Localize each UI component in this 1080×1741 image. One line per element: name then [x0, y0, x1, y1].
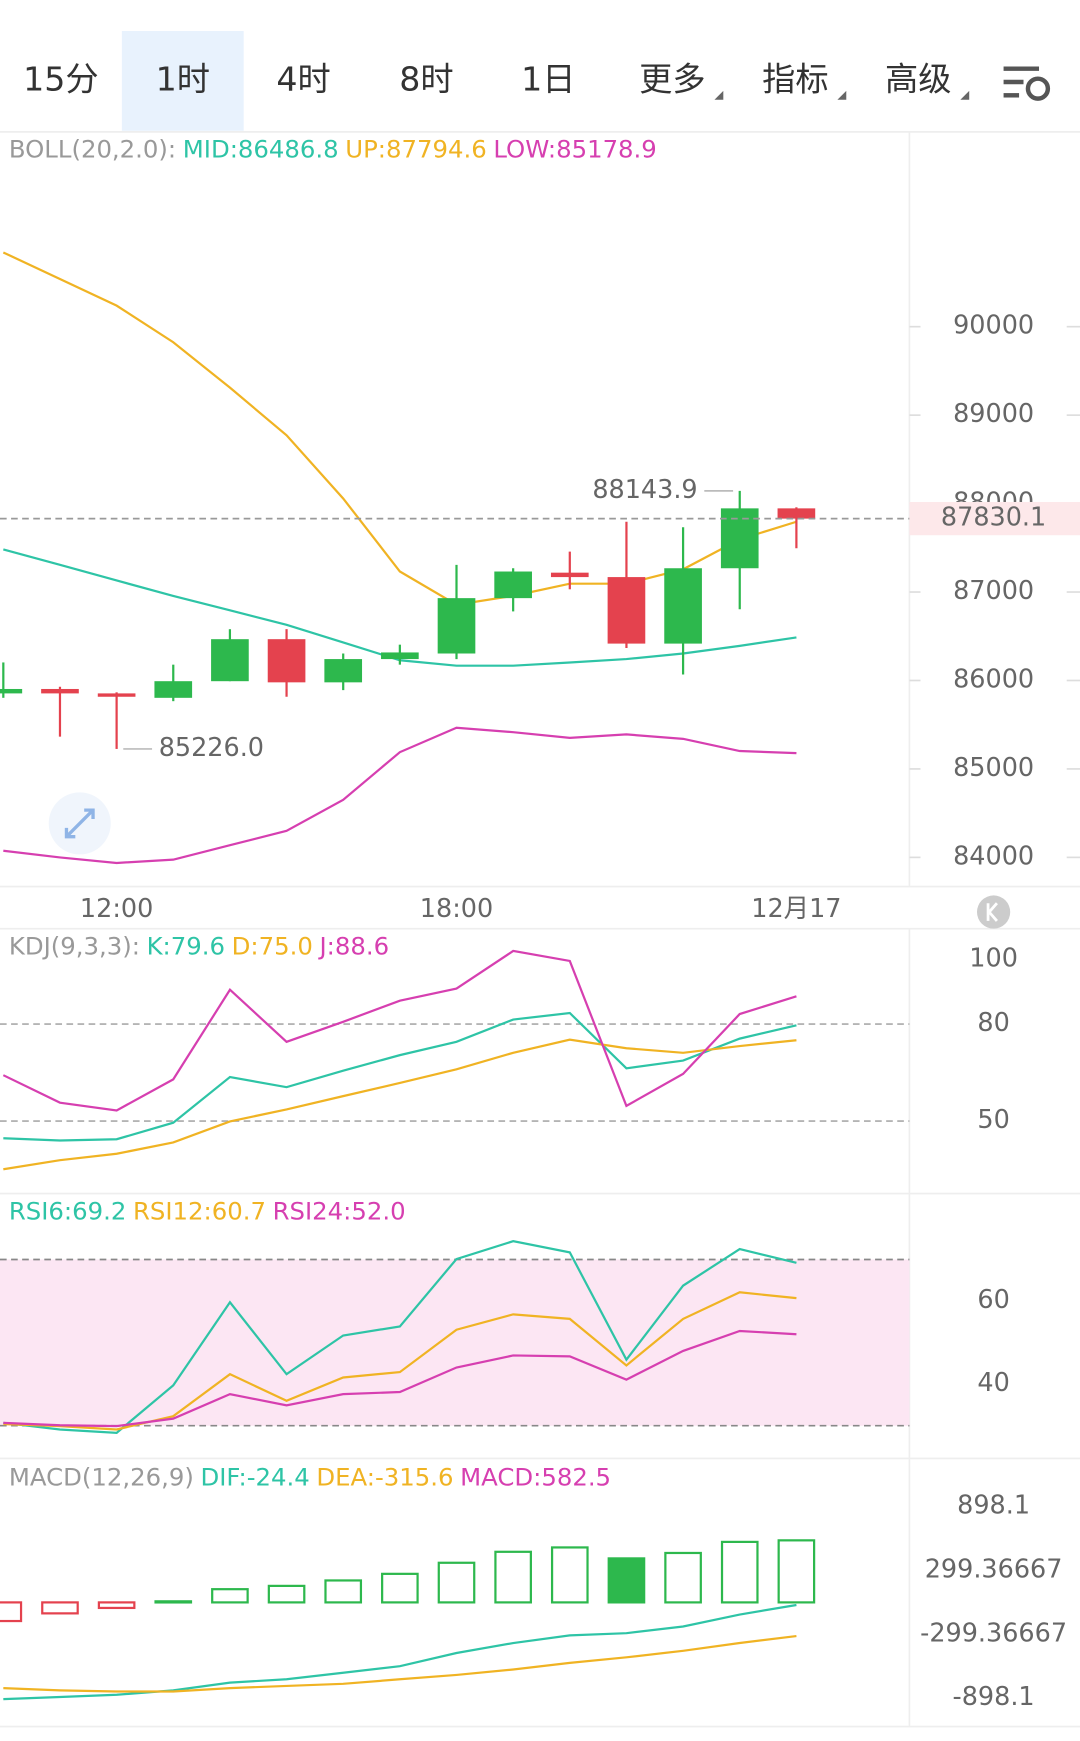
macd-bar: [607, 1557, 646, 1604]
active-tab-bg: [121, 31, 244, 131]
legend: MACD(12,26,9) DIF:-24.4 DEA:-315.6 MACD:582…: [9, 1462, 611, 1491]
rsi-band: [0, 1259, 910, 1426]
y-tick-label: 40: [977, 1368, 1009, 1398]
candle-body: [437, 598, 476, 654]
dropdown-mark: [837, 90, 847, 100]
candle-body: [607, 577, 646, 644]
macd-bar: [211, 1588, 249, 1604]
macd-bar: [720, 1540, 759, 1604]
macd-bar: [0, 1601, 23, 1623]
legend-item: MID:86486.8: [183, 135, 339, 164]
indicator-line: [3, 1291, 797, 1431]
indicator-line: [3, 1240, 797, 1434]
legend-item: RSI6:69.2: [9, 1196, 126, 1225]
legend-item: MACD:582.5: [460, 1462, 611, 1491]
candle-body: [324, 659, 363, 683]
legend-item: RSI12:60.7: [133, 1196, 266, 1225]
tab[interactable]: 1日: [521, 59, 575, 98]
legend: BOLL(20,2.0): MID:86486.8 UP:87794.6 LOW:85…: [9, 135, 657, 164]
macd-bar: [381, 1572, 419, 1604]
indicator-line: [3, 1011, 797, 1142]
x-tick-label: 18:00: [420, 894, 493, 924]
y-tick-label: -898.1: [953, 1682, 1035, 1712]
indicator-line: [3, 1038, 797, 1171]
y-tick-label: 100: [969, 943, 1018, 973]
candle-body: [550, 572, 589, 578]
candle-body: [777, 508, 816, 519]
last-price-label: 87830.1: [941, 503, 1046, 533]
y-tick-label: 299.36667: [925, 1555, 1063, 1585]
dropdown-mark: [714, 90, 724, 100]
legend-title: KDJ(9,3,3):: [9, 932, 140, 961]
y-tick-label: 60: [977, 1285, 1009, 1315]
macd-bar: [324, 1579, 363, 1604]
last-price-tag: [909, 501, 1080, 536]
legend-title: BOLL(20,2.0):: [9, 135, 176, 164]
y-tick-label: 90000: [953, 311, 1034, 341]
y-tick-label: 86000: [953, 664, 1034, 694]
y-tick-label: 85000: [953, 753, 1034, 783]
tab[interactable]: 指标: [762, 59, 828, 98]
tab[interactable]: 15分: [23, 59, 98, 98]
expand-icon[interactable]: [48, 792, 111, 855]
candle-body: [154, 681, 193, 698]
indicator-line: [3, 726, 797, 865]
low-label: 85226.0: [159, 733, 264, 763]
dropdown-mark: [960, 90, 970, 100]
y-tick-label: 80: [977, 1008, 1009, 1038]
y-tick-label: -299.36667: [920, 1618, 1067, 1648]
legend-item: RSI24:52.0: [273, 1196, 406, 1225]
candle-body: [211, 639, 249, 682]
macd-bar: [97, 1601, 136, 1610]
indicator-line: [3, 1603, 797, 1701]
legend-item: K:79.6: [147, 932, 225, 961]
y-tick-label: 89000: [953, 399, 1034, 429]
x-tick-label: 12:00: [80, 894, 153, 924]
macd-bar: [154, 1600, 193, 1604]
candle-body: [720, 508, 759, 569]
indicator-line: [2, 251, 797, 606]
candle-body: [0, 688, 23, 694]
macd-bar: [664, 1551, 702, 1604]
macd-bar: [267, 1584, 306, 1604]
y-tick-label: 87000: [953, 576, 1034, 606]
x-tick-label: 12月17: [751, 894, 841, 924]
tab[interactable]: 4时: [276, 59, 330, 98]
legend: KDJ(9,3,3): K:79.6 D:75.0 J:88.6: [9, 932, 389, 961]
candle-body: [381, 652, 419, 660]
indicator-line: [3, 1634, 797, 1693]
legend-item: UP:87794.6: [345, 135, 486, 164]
candle-body: [41, 688, 79, 694]
tab[interactable]: 8时: [399, 59, 453, 98]
legend-item: J:88.6: [317, 932, 389, 961]
tab[interactable]: 更多: [639, 59, 705, 98]
indicator-line: [3, 1329, 797, 1428]
legend: RSI6:69.2 RSI12:60.7 RSI24:52.0: [9, 1196, 406, 1225]
legend-item: DEA:-315.6: [316, 1462, 453, 1491]
indicator-line: [2, 949, 797, 1112]
macd-bar: [550, 1546, 589, 1604]
candle-body: [494, 571, 532, 599]
candle-body: [267, 639, 306, 683]
settings-icon[interactable]: [1003, 66, 1051, 101]
y-tick-label: 50: [977, 1105, 1009, 1135]
legend-item: D:75.0: [232, 932, 313, 961]
y-tick-label: 898.1: [957, 1491, 1030, 1521]
legend-item: LOW:85178.9: [493, 135, 656, 164]
y-tick-label: 84000: [953, 841, 1034, 871]
reset-icon[interactable]: [976, 895, 1011, 929]
tab[interactable]: 高级: [885, 59, 951, 98]
legend-title: MACD(12,26,9): [9, 1462, 194, 1491]
macd-bar: [41, 1601, 79, 1615]
candle-body: [97, 693, 136, 697]
macd-bar: [494, 1550, 532, 1604]
candle-body: [664, 568, 702, 644]
macd-bar: [437, 1561, 476, 1604]
high-label: 88143.9: [592, 475, 697, 505]
tab[interactable]: 1时: [156, 59, 210, 98]
macd-bar: [777, 1539, 816, 1604]
legend-item: DIF:-24.4: [200, 1462, 309, 1491]
